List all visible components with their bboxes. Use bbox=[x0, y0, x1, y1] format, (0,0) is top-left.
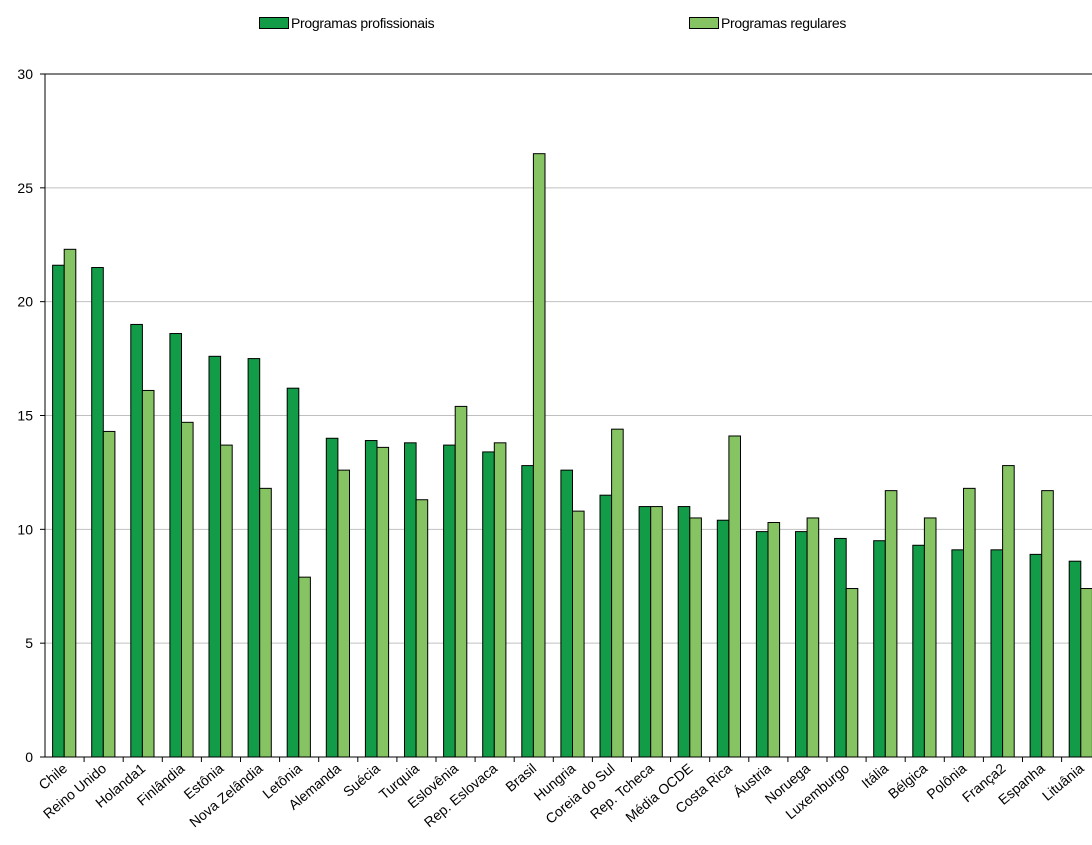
y-tick-label: 0 bbox=[25, 749, 33, 765]
bar-vocational bbox=[1029, 553, 1043, 758]
bar-vocational bbox=[482, 451, 495, 758]
y-tick-label: 30 bbox=[17, 66, 33, 82]
bar-vocational bbox=[677, 506, 691, 758]
legend-item-vocational: Programas profissionais bbox=[259, 15, 435, 31]
bar-vocational bbox=[755, 531, 769, 758]
bar-general bbox=[923, 517, 937, 758]
bar-general bbox=[337, 469, 350, 758]
bar-vocational bbox=[1068, 560, 1082, 758]
bar-vocational bbox=[169, 333, 182, 758]
bar-vocational bbox=[951, 549, 965, 758]
bar-general bbox=[415, 499, 429, 758]
legend-swatch-general bbox=[689, 17, 719, 29]
bar-general bbox=[102, 430, 116, 758]
bar-general bbox=[454, 405, 468, 758]
bar-vocational bbox=[599, 494, 613, 758]
bar-general bbox=[689, 517, 702, 758]
bar-general bbox=[611, 428, 624, 758]
bar-general bbox=[1002, 465, 1015, 758]
bar-general bbox=[376, 446, 390, 758]
bar-general bbox=[298, 576, 311, 758]
bar-general bbox=[845, 588, 859, 758]
x-tick-label: Itália bbox=[858, 760, 891, 791]
legend-label-general: Programas regulares bbox=[721, 15, 847, 31]
x-tick-label: Bélgica bbox=[885, 760, 931, 802]
bar-vocational bbox=[130, 323, 143, 758]
bar-vocational bbox=[247, 358, 261, 758]
y-tick-label: 25 bbox=[17, 180, 33, 196]
y-tick-label: 20 bbox=[17, 294, 33, 310]
x-tick-label: Lituânia bbox=[1039, 760, 1087, 804]
y-tick-label: 5 bbox=[25, 635, 33, 651]
bar-vocational bbox=[325, 437, 339, 758]
bar-vocational bbox=[638, 506, 652, 758]
bar-general bbox=[650, 506, 663, 758]
bar-general bbox=[728, 435, 742, 758]
y-tick-label: 15 bbox=[17, 408, 33, 424]
bar-general bbox=[220, 444, 233, 758]
bar-general bbox=[806, 517, 820, 758]
bar-vocational bbox=[990, 549, 1004, 758]
legend-label-vocational: Programas profissionais bbox=[291, 15, 435, 31]
bar-vocational bbox=[91, 267, 104, 758]
bar-general bbox=[181, 421, 194, 758]
bar-general bbox=[572, 510, 585, 758]
bar-vocational bbox=[873, 540, 886, 758]
bar-general bbox=[1080, 588, 1092, 758]
bar-vocational bbox=[560, 469, 574, 758]
x-tick-label: Suécia bbox=[340, 760, 383, 800]
bar-general bbox=[141, 389, 155, 758]
bar-general bbox=[259, 487, 272, 758]
bar-general bbox=[532, 153, 546, 758]
bar-general bbox=[884, 490, 898, 758]
bar-vocational bbox=[521, 465, 534, 758]
bar-general bbox=[963, 487, 976, 758]
legend-item-general: Programas regulares bbox=[689, 15, 846, 31]
bar-vocational bbox=[404, 442, 417, 758]
bar-vocational bbox=[443, 444, 456, 758]
bar-vocational bbox=[912, 544, 925, 758]
bar-vocational bbox=[716, 519, 730, 758]
bar-general bbox=[63, 248, 77, 758]
bar-general bbox=[493, 442, 507, 758]
y-tick-label: 10 bbox=[17, 521, 33, 537]
bar-general bbox=[767, 522, 781, 758]
legend-swatch-vocational bbox=[259, 17, 289, 29]
bar-vocational bbox=[52, 264, 65, 758]
bar-vocational bbox=[834, 537, 847, 758]
bar-vocational bbox=[208, 355, 222, 758]
bar-vocational bbox=[795, 531, 808, 758]
bar-vocational bbox=[286, 387, 300, 758]
bar-vocational bbox=[364, 440, 378, 758]
bar-general bbox=[1041, 490, 1054, 758]
